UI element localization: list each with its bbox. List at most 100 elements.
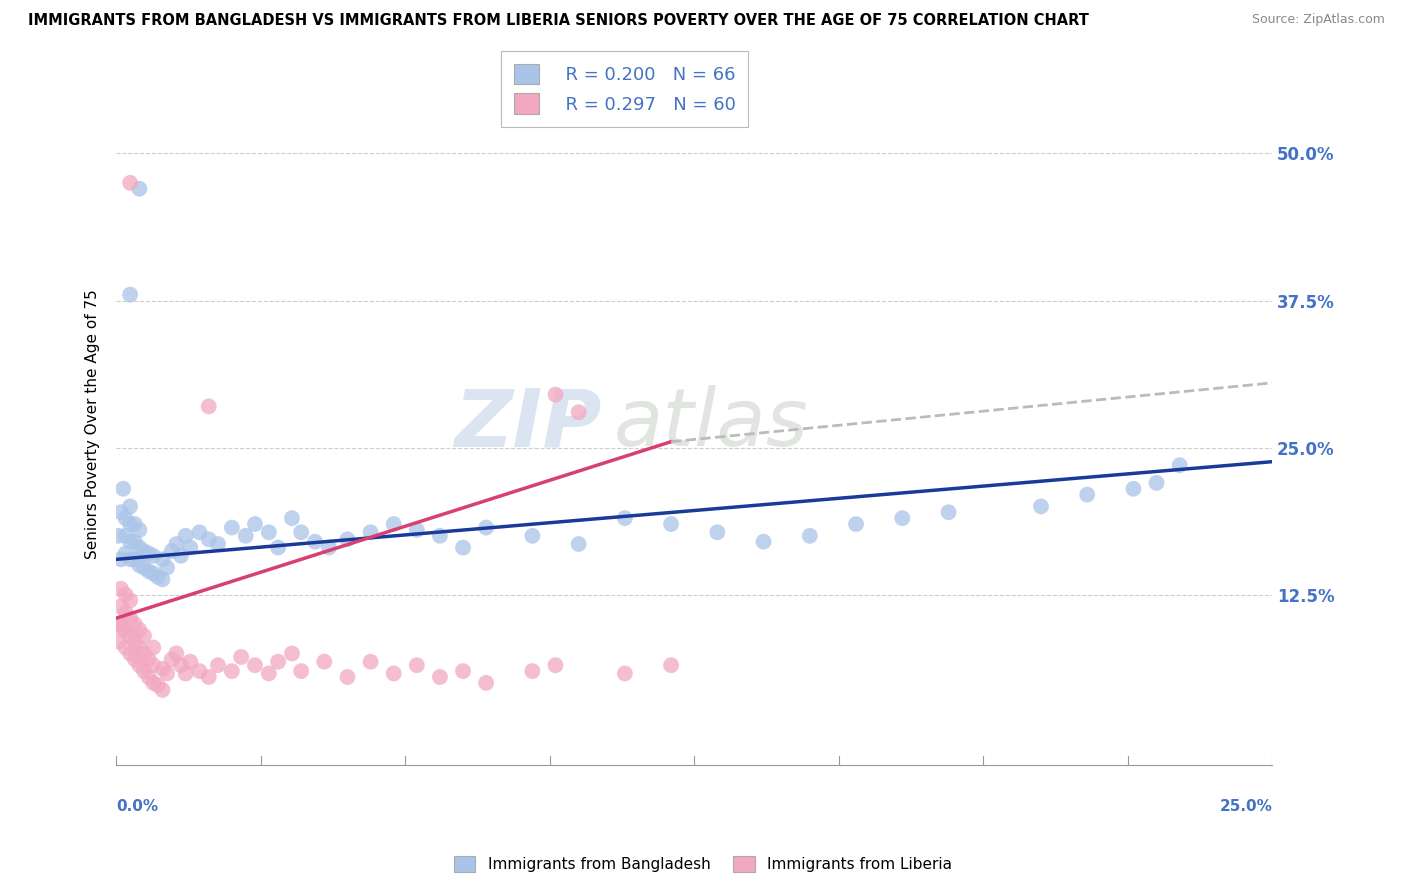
Point xyxy=(243,658,266,673)
Point xyxy=(156,666,179,681)
Point xyxy=(382,516,405,531)
Point xyxy=(188,525,211,540)
Point xyxy=(120,552,142,566)
Point xyxy=(304,534,326,549)
Point xyxy=(132,664,155,678)
Point xyxy=(120,516,142,531)
Point xyxy=(114,623,136,637)
Point xyxy=(188,664,211,678)
Point xyxy=(120,593,142,607)
Point xyxy=(1146,475,1168,490)
Point xyxy=(1029,500,1052,514)
Point xyxy=(475,676,498,690)
Point xyxy=(128,523,150,537)
Point xyxy=(124,634,146,648)
Point xyxy=(382,666,405,681)
Point xyxy=(120,500,142,514)
Point xyxy=(522,664,544,678)
Point xyxy=(142,658,165,673)
Point xyxy=(138,546,160,560)
Point xyxy=(110,552,132,566)
Point xyxy=(405,523,427,537)
Point xyxy=(146,678,169,692)
Point xyxy=(124,534,146,549)
Point xyxy=(174,666,197,681)
Point xyxy=(160,544,183,558)
Point xyxy=(544,387,567,401)
Point xyxy=(405,658,427,673)
Point xyxy=(179,541,201,555)
Point xyxy=(142,566,165,581)
Point xyxy=(197,400,219,414)
Point xyxy=(128,658,150,673)
Point xyxy=(132,560,155,574)
Point xyxy=(152,572,174,586)
Point xyxy=(156,560,179,574)
Point xyxy=(522,529,544,543)
Point xyxy=(281,647,304,661)
Point xyxy=(267,655,290,669)
Point xyxy=(1122,482,1144,496)
Point xyxy=(124,516,146,531)
Point xyxy=(451,541,474,555)
Point xyxy=(197,533,219,547)
Point xyxy=(120,629,142,643)
Point xyxy=(613,666,636,681)
Point xyxy=(360,655,382,669)
Point xyxy=(1076,488,1098,502)
Point xyxy=(290,664,312,678)
Point xyxy=(891,511,914,525)
Point xyxy=(243,516,266,531)
Point xyxy=(613,511,636,525)
Point xyxy=(142,640,165,655)
Point xyxy=(1168,458,1191,473)
Point xyxy=(128,623,150,637)
Point xyxy=(132,647,155,661)
Point xyxy=(142,549,165,563)
Point xyxy=(938,505,960,519)
Point xyxy=(160,652,183,666)
Point xyxy=(112,482,135,496)
Point xyxy=(114,640,136,655)
Point xyxy=(799,529,821,543)
Point xyxy=(568,405,591,419)
Point xyxy=(170,658,193,673)
Point xyxy=(257,525,280,540)
Point xyxy=(290,525,312,540)
Point xyxy=(107,617,129,632)
Legend: Immigrants from Bangladesh, Immigrants from Liberia: Immigrants from Bangladesh, Immigrants f… xyxy=(447,848,959,880)
Point xyxy=(128,640,150,655)
Point xyxy=(174,529,197,543)
Point xyxy=(107,529,129,543)
Point xyxy=(568,537,591,551)
Point xyxy=(128,182,150,196)
Point xyxy=(360,525,382,540)
Point xyxy=(152,552,174,566)
Text: 25.0%: 25.0% xyxy=(1219,799,1272,814)
Point xyxy=(429,670,451,684)
Point xyxy=(207,658,229,673)
Point xyxy=(138,652,160,666)
Point xyxy=(207,537,229,551)
Point xyxy=(165,647,187,661)
Point xyxy=(152,682,174,697)
Text: atlas: atlas xyxy=(613,385,808,463)
Point xyxy=(138,564,160,578)
Point xyxy=(110,505,132,519)
Point xyxy=(179,655,201,669)
Point xyxy=(114,605,136,619)
Point xyxy=(706,525,728,540)
Text: Source: ZipAtlas.com: Source: ZipAtlas.com xyxy=(1251,13,1385,27)
Point xyxy=(281,511,304,525)
Point xyxy=(120,647,142,661)
Point xyxy=(132,544,155,558)
Point xyxy=(124,552,146,566)
Point xyxy=(336,670,359,684)
Y-axis label: Seniors Poverty Over the Age of 75: Seniors Poverty Over the Age of 75 xyxy=(86,289,100,559)
Point xyxy=(124,617,146,632)
Point xyxy=(336,533,359,547)
Point xyxy=(429,529,451,543)
Point xyxy=(110,617,132,632)
Point xyxy=(314,655,336,669)
Point xyxy=(659,516,682,531)
